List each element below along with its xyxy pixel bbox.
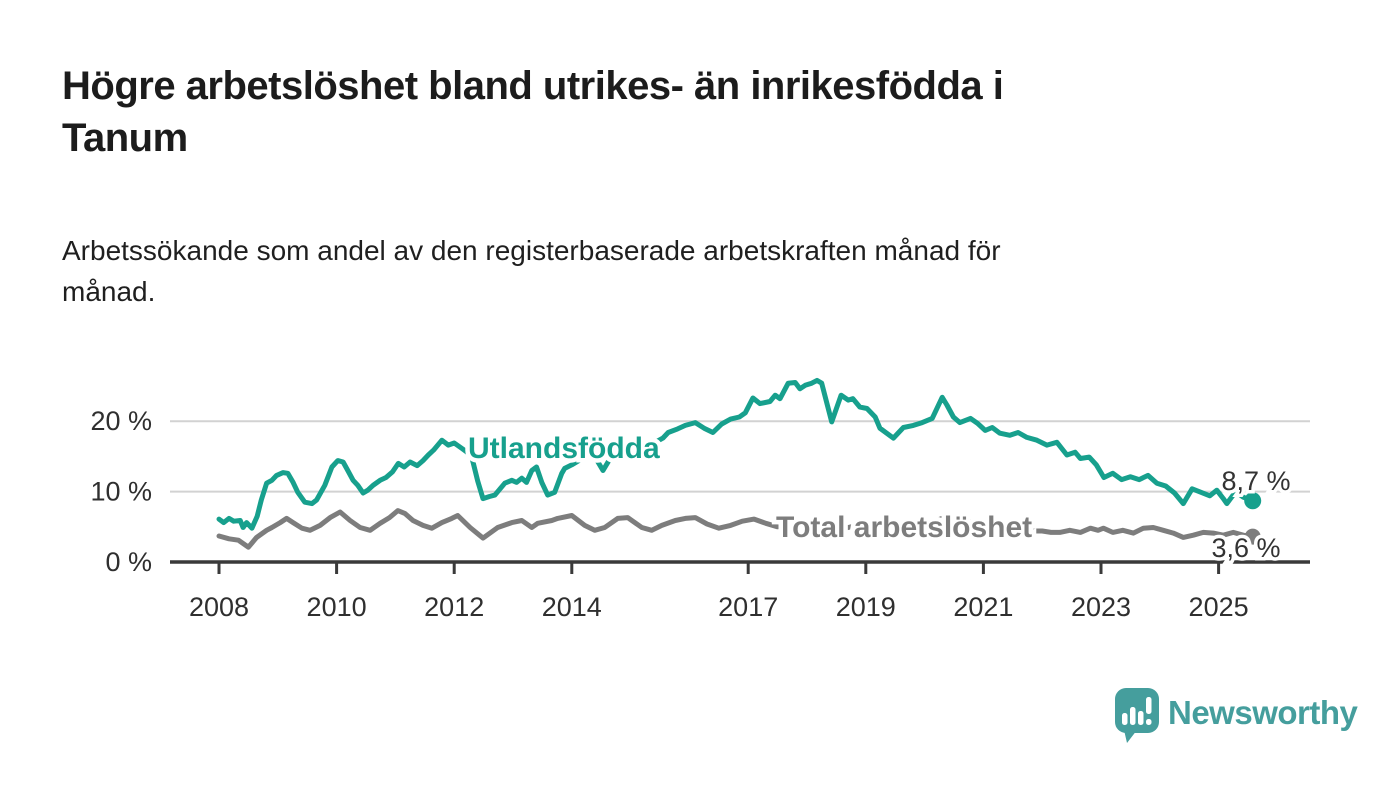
- subtitle-line-2: månad.: [62, 276, 156, 307]
- series-label-1: Total arbetslöshet: [776, 511, 1032, 544]
- series-line-0: [216, 377, 1256, 531]
- y-tick-label: 0 %: [105, 547, 152, 577]
- page-title: Högre arbetslöshet bland utrikes- än inr…: [62, 60, 1322, 164]
- y-tick-label: 10 %: [90, 477, 152, 507]
- x-tick-label: 2012: [424, 592, 484, 622]
- x-tick-label: 2008: [189, 592, 249, 622]
- newsworthy-logo: Newsworthy: [1112, 686, 1358, 748]
- series-end-dot-0: [1244, 492, 1262, 510]
- series-line-1: [216, 508, 1256, 550]
- series-end-label-0: 8,7 %: [1221, 466, 1290, 496]
- x-tick-label: 2023: [1071, 592, 1131, 622]
- series-end-label-1: 3,6 %: [1211, 533, 1280, 563]
- chart-subtitle: Arbetssökande som andel av den registerb…: [62, 230, 1322, 312]
- x-tick-label: 2010: [307, 592, 367, 622]
- title-line-1: Högre arbetslöshet bland utrikes- än inr…: [62, 64, 1004, 108]
- title-line-2: Tanum: [62, 116, 188, 160]
- newsworthy-logo-icon: [1115, 688, 1159, 743]
- x-tick-label: 2014: [542, 592, 602, 622]
- y-tick-label: 20 %: [90, 406, 152, 436]
- x-tick-label: 2019: [836, 592, 896, 622]
- x-tick-label: 2021: [953, 592, 1013, 622]
- line-chart: 2008 2010 2012 2014 2017 2019 2021 2023 2025 0 % 1…: [0, 340, 1400, 640]
- brand-name: Newsworthy: [1168, 694, 1358, 731]
- x-tick-label: 2025: [1189, 592, 1249, 622]
- chart-svg: 2008 2010 2012 2014 2017 2019 2021 2023 2025 0 % 1…: [90, 377, 1310, 622]
- x-tick-label: 2017: [718, 592, 778, 622]
- series-label-0: Utlandsfödda: [468, 432, 660, 465]
- series-end-dot-1: [1244, 528, 1261, 545]
- subtitle-line-1: Arbetssökande som andel av den registerb…: [62, 235, 1001, 266]
- speech-bubble-icon: [1115, 688, 1159, 743]
